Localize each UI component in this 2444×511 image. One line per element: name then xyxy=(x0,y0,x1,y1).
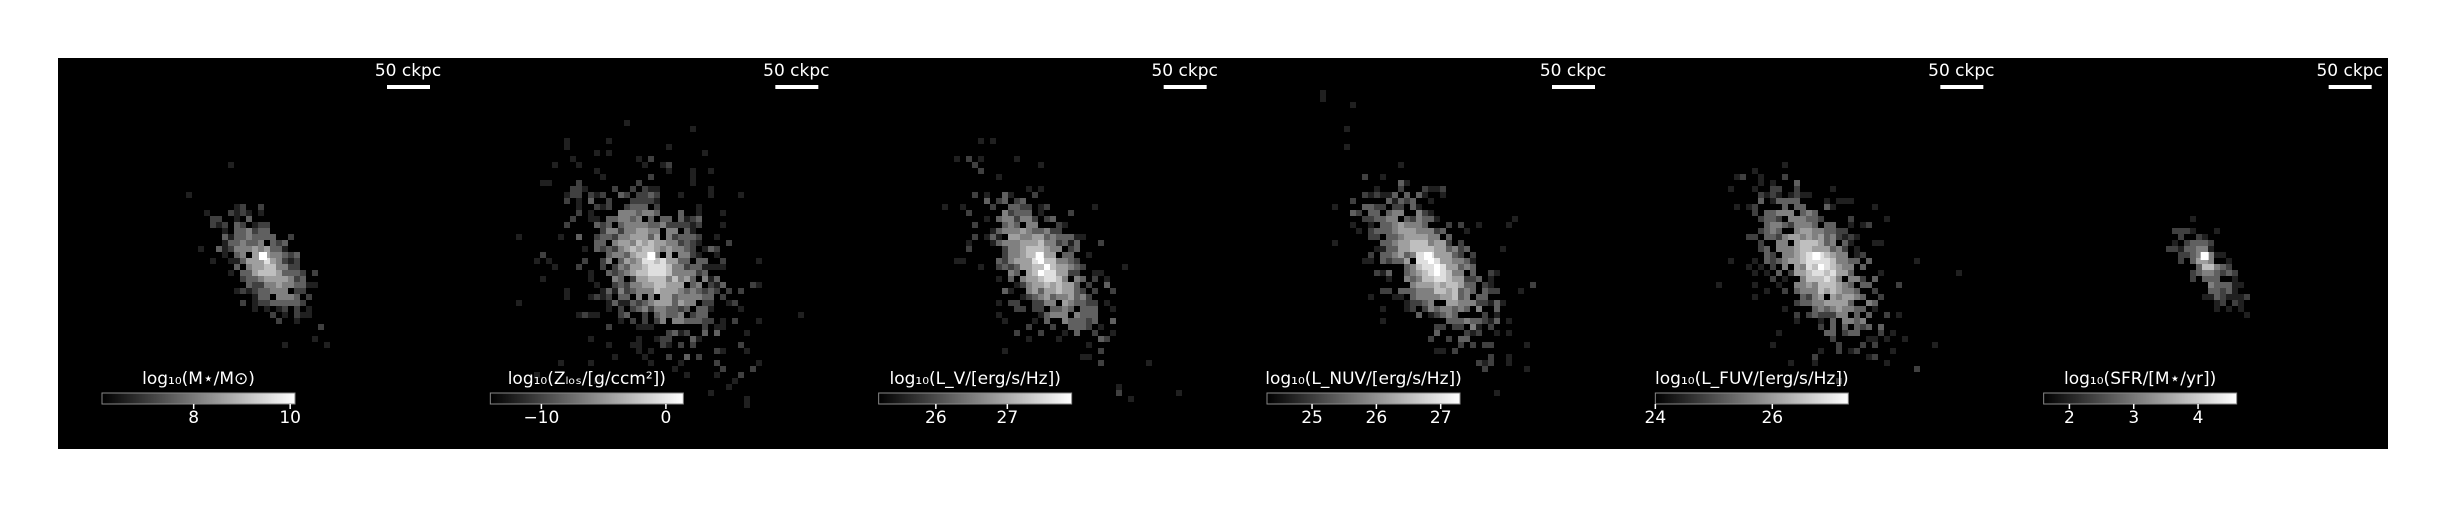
colorbar xyxy=(1266,392,1461,405)
galaxy-pixels xyxy=(1038,258,1050,276)
colorbar xyxy=(878,392,1073,405)
panel: 50 ckpc log₁₀(L_NUV/[erg/s/Hz]) 25 26 27 xyxy=(1265,61,1606,428)
colorbar xyxy=(2043,392,2238,405)
panel: 50 ckpc log₁₀(L_FUV/[erg/s/Hz]) 24 26 xyxy=(1645,61,1995,428)
galaxy-pixels xyxy=(1818,264,1824,270)
galaxy-pixels xyxy=(642,258,666,276)
scalebar-label: 50 ckpc xyxy=(2316,61,2382,81)
galaxy-pixels xyxy=(246,246,288,288)
colorbar-label: log₁₀(Zₗₒₛ/[g/ccm²]) xyxy=(508,369,666,389)
galaxy-pixels xyxy=(576,192,726,360)
galaxy-pixels xyxy=(516,120,804,408)
scalebar-label: 50 ckpc xyxy=(1540,61,1606,81)
galaxy-pixels xyxy=(186,162,330,348)
colorbar-label: log₁₀(M⋆/M⊙) xyxy=(142,369,255,389)
colorbar-tick-label: 10 xyxy=(279,408,301,428)
galaxy-core xyxy=(1035,252,1044,260)
galaxy-core xyxy=(1424,252,1432,260)
galaxy-pixels xyxy=(1428,258,1440,276)
scalebar-label: 50 ckpc xyxy=(763,61,829,81)
colorbar-tick-label: 27 xyxy=(997,408,1019,428)
galaxy-pixels xyxy=(2202,264,2214,270)
galaxy-pixels xyxy=(258,258,276,276)
galaxy-pixels xyxy=(1002,210,1086,324)
panel: 50 ckpc log₁₀(L_V/[erg/s/Hz]) 26 27 xyxy=(878,61,1218,428)
panel: 50 ckpc log₁₀(SFR/[M⋆/yr]) 2 3 4 xyxy=(2043,61,2383,428)
galaxy-core xyxy=(1812,252,1821,260)
colorbar xyxy=(489,392,684,405)
galaxy-core xyxy=(259,252,267,260)
colorbar-tick-label: 27 xyxy=(1430,408,1452,428)
colorbar xyxy=(1654,392,1849,405)
colorbar-label: log₁₀(L_FUV/[erg/s/Hz]) xyxy=(1655,369,1849,389)
colorbar-label: log₁₀(L_V/[erg/s/Hz]) xyxy=(889,369,1060,389)
galaxy-pixels xyxy=(606,210,708,324)
colorbar-tick-label: −10 xyxy=(523,408,559,428)
panel: 50 ckpc log₁₀(Zₗₒₛ/[g/ccm²]) −10 0 xyxy=(489,61,830,428)
scalebar-label: 50 ckpc xyxy=(375,61,441,81)
colorbar-label: log₁₀(SFR/[M⋆/yr]) xyxy=(2064,369,2216,389)
colorbar-tick-label: 0 xyxy=(660,408,671,428)
colorbar-tick-label: 4 xyxy=(2193,408,2204,428)
image-background xyxy=(58,58,2388,449)
colorbar-tick-label: 24 xyxy=(1645,408,1667,428)
galaxy-pixels xyxy=(1740,174,1920,384)
galaxy-pixels xyxy=(1716,162,1962,366)
galaxy-core xyxy=(647,252,656,260)
colorbar-tick-label: 26 xyxy=(925,408,947,428)
scalebar-label: 50 ckpc xyxy=(1928,61,1994,81)
galaxy-pixels xyxy=(216,216,306,306)
panel: 50 ckpc log₁₀(M⋆/M⊙) 8 10 xyxy=(101,61,441,428)
colorbar-tick-label: 8 xyxy=(188,408,199,428)
colorbar-tick-label: 25 xyxy=(1301,408,1323,428)
colorbar-tick-label: 2 xyxy=(2064,408,2075,428)
colorbar-label: log₁₀(L_NUV/[erg/s/Hz]) xyxy=(1265,369,1462,389)
colorbar-tick-label: 26 xyxy=(1366,408,1388,428)
colorbar xyxy=(101,392,296,405)
colorbar-tick-label: 3 xyxy=(2128,408,2139,428)
scalebar-label: 50 ckpc xyxy=(1151,61,1217,81)
galaxy-core xyxy=(2200,252,2209,260)
colorbar-tick-label: 26 xyxy=(1761,408,1783,428)
